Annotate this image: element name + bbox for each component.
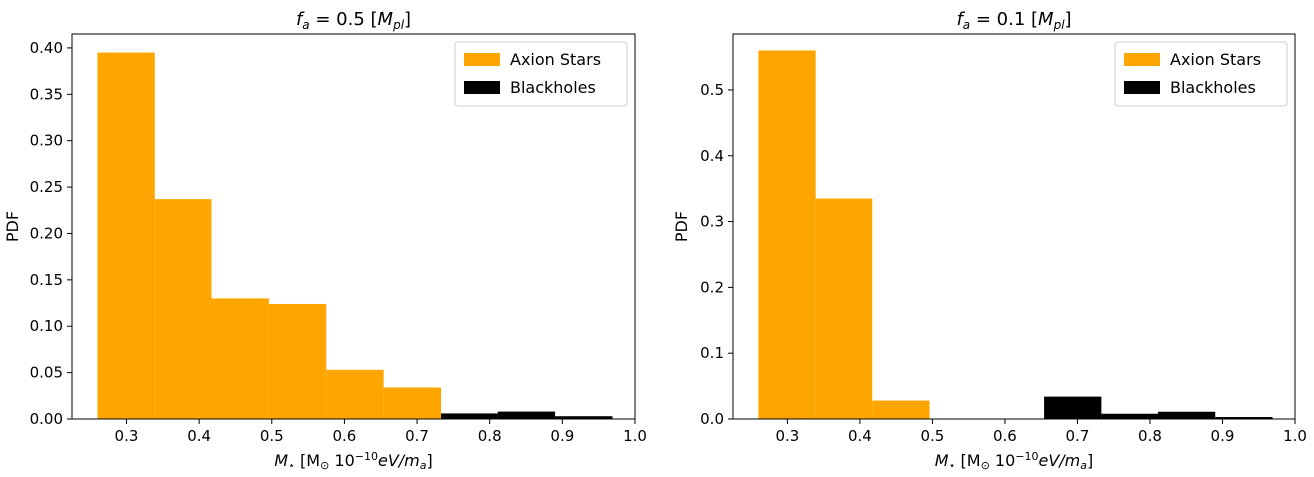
legend-swatch-blackholes [464, 81, 500, 94]
x-tick-label: 1.0 [1283, 427, 1307, 445]
axion-star-bar-1 [758, 50, 816, 419]
x-tick-label: 0.6 [993, 427, 1017, 445]
blackhole-bar-1 [1044, 396, 1102, 419]
y-axis-label: PDF [672, 211, 691, 242]
axion-star-bar-1 [97, 52, 155, 419]
axion-star-bar-2 [154, 199, 212, 419]
axion-star-bar-3 [872, 400, 930, 419]
axes-frame [71, 33, 636, 420]
x-axis-label: M⋆ [M⊙ 10−10eV/ma] [935, 450, 1094, 472]
x-tick-label: 0.4 [187, 427, 211, 445]
x-tick-label: 1.0 [623, 427, 647, 445]
y-tick-label: 0.5 [700, 81, 724, 99]
y-tick-label: 0.35 [30, 85, 63, 103]
y-tick-label: 0.30 [30, 132, 63, 150]
x-tick-label: 0.8 [1138, 427, 1162, 445]
x-tick-label: 0.4 [848, 427, 872, 445]
x-tick-label: 0.9 [550, 427, 574, 445]
legend-label: Axion Stars [510, 50, 601, 69]
x-tick-label: 0.5 [260, 427, 284, 445]
blackhole-bar-3 [555, 416, 613, 419]
chart-title: fa = 0.5 [Mpl] [296, 9, 411, 32]
x-tick-label: 0.3 [775, 427, 799, 445]
legend-swatch-blackholes [1124, 81, 1160, 94]
legend-label: Blackholes [1170, 78, 1256, 97]
x-tick-label: 0.8 [478, 427, 502, 445]
legend-label: Blackholes [510, 78, 596, 97]
chart-panel-1: 0.3 0.4 0.5 0.6 0.7 0.8 0.9 1.0 0.00 0.05 0.10 0.15… [3, 9, 647, 472]
chart-panel-2: 0.3 0.4 0.5 0.6 0.7 0.8 0.9 1.0 0.0 0.1 0.2 0.3 0.4 0… [672, 9, 1307, 472]
legend-swatch-axion-stars [464, 53, 500, 66]
y-tick-label: 0.2 [700, 278, 724, 296]
x-tick-label: 0.7 [1066, 427, 1090, 445]
x-tick-label: 0.3 [115, 427, 139, 445]
legend: Axion Stars Blackholes [454, 41, 628, 107]
blackhole-bar-4 [1215, 417, 1273, 419]
axion-star-bar-6 [383, 387, 442, 419]
x-tick-label: 0.9 [1211, 427, 1235, 445]
legend-swatch-axion-stars [1124, 53, 1160, 66]
axion-star-bar-5 [326, 369, 384, 419]
y-tick-label: 0.0 [700, 410, 724, 428]
y-axis-label: PDF [3, 211, 22, 242]
y-tick-label: 0.20 [30, 224, 63, 242]
blackhole-bar-1 [441, 413, 498, 419]
axes-frame [732, 33, 1296, 420]
y-tick-label: 0.40 [30, 39, 63, 57]
axion-star-bar-4 [268, 303, 327, 419]
legend-label: Axion Stars [1170, 50, 1261, 69]
y-tick-label: 0.4 [700, 147, 724, 165]
x-tick-label: 0.5 [920, 427, 944, 445]
y-tick-label: 0.1 [700, 344, 724, 362]
y-tick-label: 0.25 [30, 178, 63, 196]
y-tick-label: 0.05 [30, 364, 63, 382]
y-tick-label: 0.15 [30, 271, 63, 289]
chart-title: fa = 0.1 [Mpl] [956, 9, 1071, 32]
x-axis-label: M⋆ [M⊙ 10−10eV/ma] [274, 450, 433, 472]
blackhole-bar-2 [497, 411, 556, 419]
y-tick-label: 0.10 [30, 317, 63, 335]
y-tick-label: 0.00 [30, 410, 63, 428]
blackhole-bar-3 [1157, 411, 1216, 419]
x-tick-label: 0.6 [332, 427, 356, 445]
y-tick-label: 0.3 [700, 213, 724, 231]
axion-star-bar-2 [815, 198, 873, 419]
axion-star-bar-3 [211, 298, 269, 419]
x-tick-label: 0.7 [405, 427, 429, 445]
legend: Axion Stars Blackholes [1114, 41, 1288, 107]
blackhole-bar-2 [1101, 413, 1158, 419]
